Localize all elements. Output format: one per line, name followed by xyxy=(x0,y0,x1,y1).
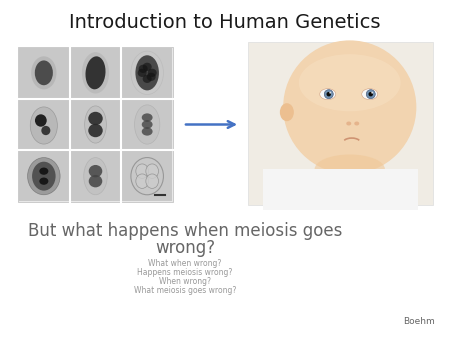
Ellipse shape xyxy=(89,165,102,177)
Bar xyxy=(122,48,172,98)
Ellipse shape xyxy=(366,90,375,99)
Bar xyxy=(71,100,120,149)
Ellipse shape xyxy=(324,90,333,99)
Ellipse shape xyxy=(86,56,105,89)
Bar xyxy=(19,151,69,201)
Ellipse shape xyxy=(142,127,153,136)
Ellipse shape xyxy=(35,61,53,85)
Ellipse shape xyxy=(139,65,148,73)
Text: But what happens when meiosis goes: But what happens when meiosis goes xyxy=(28,222,342,240)
Ellipse shape xyxy=(280,103,294,121)
Ellipse shape xyxy=(136,174,149,188)
Ellipse shape xyxy=(142,113,153,122)
Ellipse shape xyxy=(32,162,56,191)
Text: What meiosis goes wrong?: What meiosis goes wrong? xyxy=(134,286,236,295)
Ellipse shape xyxy=(327,92,331,96)
Ellipse shape xyxy=(135,105,160,144)
Ellipse shape xyxy=(329,92,331,94)
Ellipse shape xyxy=(142,120,153,129)
Ellipse shape xyxy=(369,92,373,96)
Ellipse shape xyxy=(84,158,107,195)
Ellipse shape xyxy=(85,106,106,143)
Ellipse shape xyxy=(39,168,48,175)
Ellipse shape xyxy=(35,114,47,127)
Bar xyxy=(248,42,433,205)
Bar xyxy=(19,48,69,98)
Text: What when wrong?: What when wrong? xyxy=(148,259,222,268)
Ellipse shape xyxy=(146,164,158,178)
Ellipse shape xyxy=(39,177,48,185)
Ellipse shape xyxy=(82,52,109,94)
Ellipse shape xyxy=(136,164,149,178)
Bar xyxy=(122,151,172,201)
Ellipse shape xyxy=(143,75,152,83)
Bar xyxy=(122,100,172,149)
Text: wrong?: wrong? xyxy=(155,239,215,257)
Ellipse shape xyxy=(89,175,102,187)
Ellipse shape xyxy=(354,121,359,125)
Bar xyxy=(71,48,120,98)
Text: Introduction to Human Genetics: Introduction to Human Genetics xyxy=(69,13,381,31)
Ellipse shape xyxy=(146,174,158,188)
Ellipse shape xyxy=(346,121,351,125)
Text: Boehm: Boehm xyxy=(403,317,435,326)
Ellipse shape xyxy=(147,73,156,81)
Ellipse shape xyxy=(315,154,385,184)
Ellipse shape xyxy=(283,40,416,174)
Ellipse shape xyxy=(88,124,103,137)
Bar xyxy=(263,169,418,210)
Bar xyxy=(18,47,173,202)
Ellipse shape xyxy=(31,56,57,89)
Bar xyxy=(19,100,69,149)
Ellipse shape xyxy=(27,158,60,195)
Ellipse shape xyxy=(143,63,152,71)
Ellipse shape xyxy=(41,126,50,135)
Ellipse shape xyxy=(30,107,58,144)
Ellipse shape xyxy=(371,92,373,94)
Ellipse shape xyxy=(88,112,103,125)
Ellipse shape xyxy=(320,89,336,100)
Ellipse shape xyxy=(138,69,147,77)
Ellipse shape xyxy=(362,89,378,100)
Text: When wrong?: When wrong? xyxy=(159,277,211,286)
FancyArrowPatch shape xyxy=(186,121,234,128)
Bar xyxy=(71,151,120,201)
Ellipse shape xyxy=(148,69,157,77)
Text: Happens meiosis wrong?: Happens meiosis wrong? xyxy=(137,268,233,277)
Ellipse shape xyxy=(299,54,400,111)
Ellipse shape xyxy=(135,55,159,90)
